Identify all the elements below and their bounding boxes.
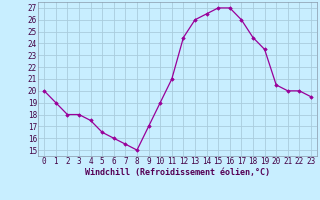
X-axis label: Windchill (Refroidissement éolien,°C): Windchill (Refroidissement éolien,°C) [85,168,270,177]
